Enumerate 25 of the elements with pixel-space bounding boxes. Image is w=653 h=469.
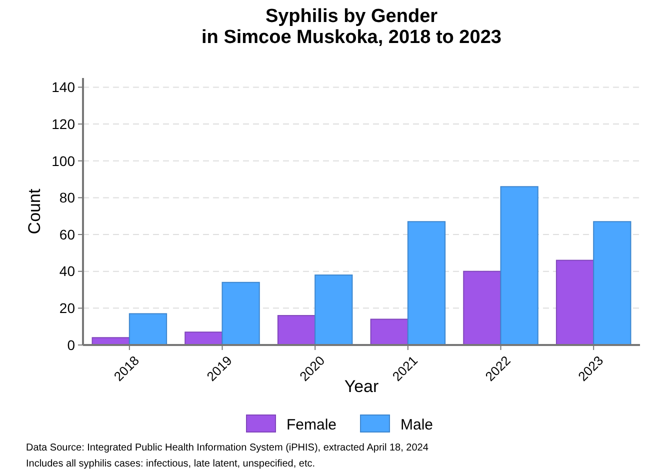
y-axis-title: Count <box>25 188 44 234</box>
y-tick-label: 20 <box>59 300 76 316</box>
text: Includes all syphilis cases: infectious, late latent, unspecified, etc. <box>26 458 316 469</box>
x-axis-title: Year <box>344 377 380 396</box>
legend-label: Male <box>400 416 434 434</box>
legend-label: Female <box>286 416 337 434</box>
y-tick-label: 100 <box>52 152 76 169</box>
y-tick-label: 60 <box>59 226 76 242</box>
chart-title: Syphilis by Gender in Simcoe Muskoka, 2018 to 2023 <box>202 6 502 48</box>
bar <box>556 260 594 346</box>
y-tick-label: 120 <box>52 116 76 132</box>
bar <box>407 221 446 346</box>
y-tick-label: 80 <box>59 190 76 206</box>
y-tick-label: 40 <box>59 263 76 280</box>
y-tick-label: 140 <box>52 79 76 96</box>
bar <box>463 270 502 346</box>
bar <box>370 318 408 346</box>
bar <box>314 274 353 346</box>
bar <box>500 186 538 346</box>
bar <box>222 282 260 346</box>
bar <box>593 221 632 346</box>
source-note: Data Source: Integrated Public Health Information System (iPHIS), extracted April 18, 2024 <box>26 442 429 454</box>
y-tick-label: 0 <box>67 336 76 353</box>
bar <box>128 313 168 346</box>
bar <box>277 315 316 346</box>
